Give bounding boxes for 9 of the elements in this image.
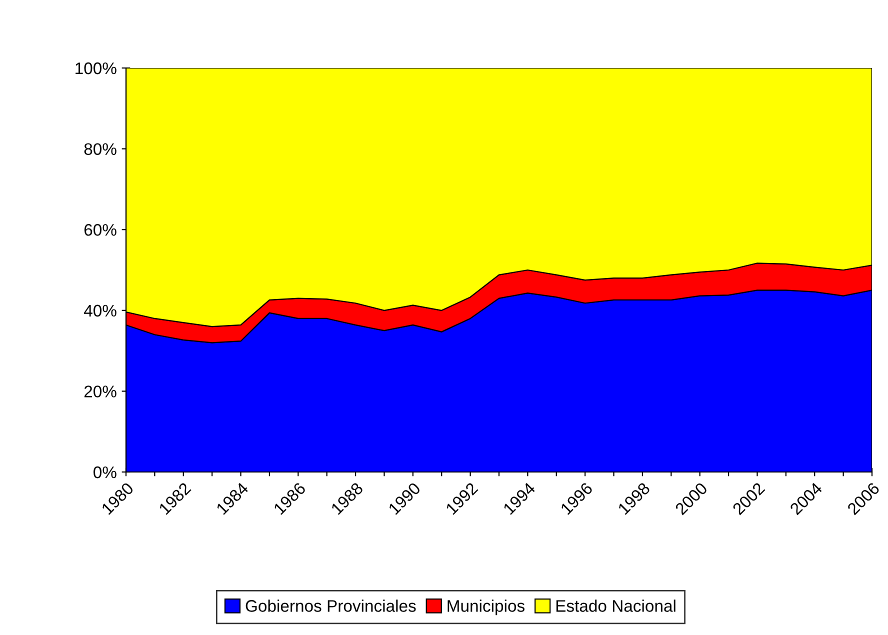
- legend-label: Estado Nacional: [556, 600, 676, 612]
- y-tick-label: 40%: [84, 304, 116, 317]
- y-tick-label: 100%: [76, 62, 116, 74]
- legend-label: Gobiernos Provinciales: [246, 600, 416, 612]
- y-tick-label: 80%: [84, 143, 116, 156]
- legend-label: Municipios: [448, 600, 524, 616]
- y-tick-label: 20%: [84, 386, 116, 398]
- y-tick-label: 60%: [84, 224, 116, 236]
- y-tick-label: 0%: [94, 466, 116, 478]
